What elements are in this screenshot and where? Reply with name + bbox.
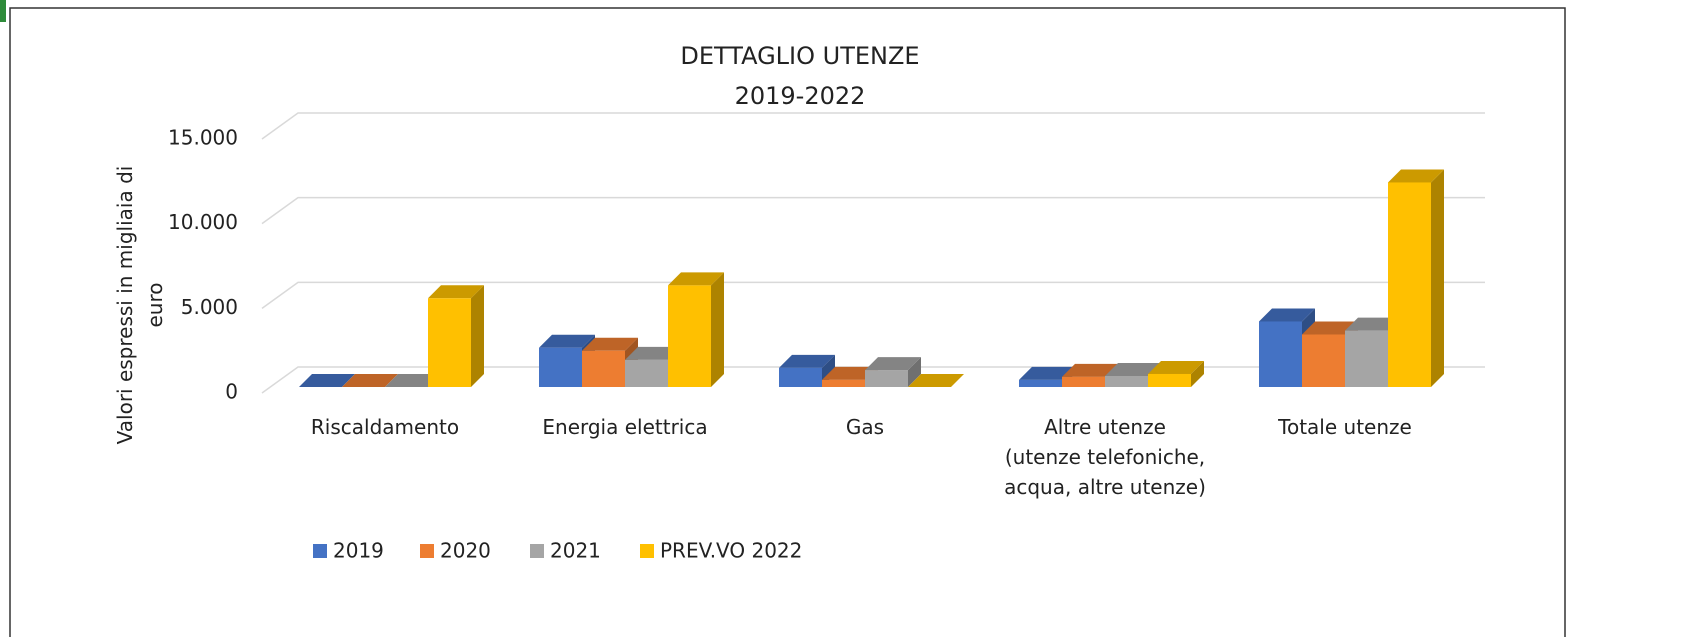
bar-side xyxy=(1431,169,1444,387)
bar xyxy=(1345,330,1388,387)
bar xyxy=(428,298,471,387)
y-tick-label: 15.000 xyxy=(168,126,238,150)
accent xyxy=(0,0,6,22)
x-tick-label: Totale utenze xyxy=(1278,415,1412,439)
legend-label: 2020 xyxy=(440,539,491,563)
bar-top xyxy=(908,374,964,387)
x-tick-label: Gas xyxy=(845,415,885,439)
bar xyxy=(582,350,625,387)
y-axis-label: Valori espressi in migliaia di euro xyxy=(113,165,167,445)
y-tick-label: 0 xyxy=(225,380,238,404)
bar xyxy=(625,359,668,387)
bar xyxy=(1019,379,1062,387)
bar xyxy=(1148,373,1191,387)
bar-side xyxy=(711,272,724,387)
x-tick-label: Energia elettrica xyxy=(542,415,708,439)
bar-top xyxy=(539,334,595,348)
bar-top xyxy=(1259,308,1315,322)
y-tick-label: 5.000 xyxy=(181,295,238,319)
bar xyxy=(1259,321,1302,387)
bar xyxy=(539,347,582,387)
bar xyxy=(1062,376,1105,387)
grid-line xyxy=(261,112,1485,140)
legend-swatch xyxy=(530,544,544,558)
bar-top xyxy=(582,337,638,351)
bar-top xyxy=(625,346,681,360)
bar-top xyxy=(1062,363,1118,377)
legend-swatch xyxy=(313,544,327,558)
bar-side xyxy=(471,285,484,387)
legend-label: PREV.VO 2022 xyxy=(660,539,802,563)
grid-line xyxy=(261,281,1485,309)
x-tick-label: Riscaldamento xyxy=(310,415,460,439)
bar-top xyxy=(299,374,355,387)
x-tick-label: Altre utenze (utenze telefoniche, acqua,… xyxy=(1004,415,1206,499)
bar-side xyxy=(1191,360,1204,387)
legend-swatch xyxy=(420,544,434,558)
y-tick-label: 10.000 xyxy=(168,210,238,234)
bar xyxy=(779,367,822,387)
bar xyxy=(1302,334,1345,387)
bar-top xyxy=(822,366,878,380)
bar-top xyxy=(1302,321,1358,335)
bar-top xyxy=(1105,362,1161,376)
bar-top xyxy=(779,354,835,368)
bar xyxy=(865,370,908,387)
bar-top xyxy=(1345,317,1401,331)
chart-title: DETTAGLIO UTENZE 2019-2022 xyxy=(680,42,920,110)
legend-swatch xyxy=(640,544,654,558)
bar-top xyxy=(428,285,484,299)
legend-label: 2021 xyxy=(550,539,601,563)
bar-top xyxy=(668,272,724,286)
bar-top xyxy=(865,357,921,371)
bar xyxy=(668,285,711,387)
bar-top xyxy=(1019,366,1075,380)
grid-line xyxy=(261,196,1485,225)
bar-top xyxy=(385,374,441,387)
legend-label: 2019 xyxy=(333,539,384,563)
bar xyxy=(1388,182,1431,387)
bar-top xyxy=(342,374,398,387)
bar xyxy=(822,379,865,387)
bar xyxy=(1105,375,1148,387)
bar-top xyxy=(1148,360,1204,374)
bar-side xyxy=(908,357,921,387)
bar-top xyxy=(1388,169,1444,183)
